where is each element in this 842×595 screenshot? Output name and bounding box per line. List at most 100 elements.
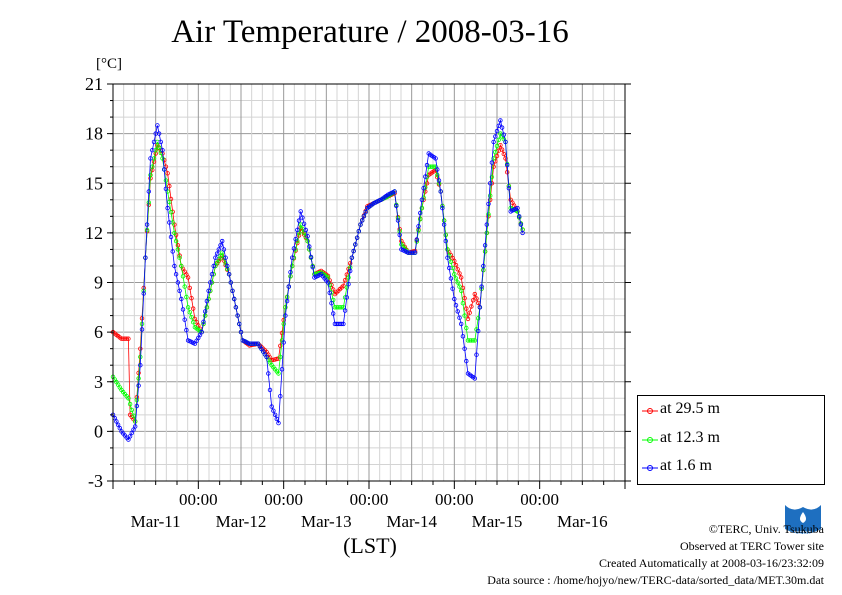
data-point bbox=[218, 253, 223, 259]
data-point bbox=[341, 283, 346, 288]
data-point bbox=[199, 329, 204, 335]
data-point bbox=[187, 310, 192, 315]
data-point bbox=[481, 263, 486, 269]
data-point bbox=[506, 185, 512, 191]
data-point bbox=[412, 250, 418, 255]
data-point bbox=[477, 305, 483, 310]
data-point bbox=[177, 288, 182, 293]
data-point bbox=[310, 265, 315, 270]
y-tick-label: -3 bbox=[88, 471, 103, 491]
data-point bbox=[185, 275, 191, 280]
data-point bbox=[424, 181, 430, 186]
data-point bbox=[150, 147, 155, 153]
data-point bbox=[266, 371, 271, 376]
data-point bbox=[520, 230, 525, 236]
data-point bbox=[441, 222, 447, 227]
data-point bbox=[189, 315, 194, 320]
data-point bbox=[435, 167, 440, 172]
data-point bbox=[411, 250, 416, 255]
data-point bbox=[117, 425, 122, 431]
data-point bbox=[274, 416, 279, 422]
data-point bbox=[225, 263, 230, 269]
data-point bbox=[274, 356, 279, 362]
data-point bbox=[127, 401, 133, 407]
data-point bbox=[488, 193, 493, 198]
data-point bbox=[172, 263, 177, 269]
data-point bbox=[208, 280, 213, 285]
data-point bbox=[156, 131, 162, 136]
data-point bbox=[209, 272, 215, 277]
data-point bbox=[126, 336, 131, 341]
data-point bbox=[127, 434, 133, 439]
data-point bbox=[264, 354, 269, 360]
data-point bbox=[486, 201, 491, 207]
data-point bbox=[141, 291, 146, 296]
data-point bbox=[276, 371, 281, 376]
x-axis: 00:00 00:00 00:00 00:00 00:00 Mar-11 Mar-12 Mar… bbox=[112, 481, 626, 531]
data-point bbox=[392, 189, 397, 194]
data-point bbox=[308, 254, 314, 260]
data-point bbox=[231, 296, 237, 302]
data-point bbox=[342, 278, 348, 283]
data-point bbox=[303, 227, 309, 233]
data-point bbox=[356, 228, 361, 234]
data-point bbox=[223, 255, 228, 260]
data-point bbox=[349, 255, 355, 260]
data-point bbox=[445, 247, 450, 252]
data-point bbox=[503, 156, 508, 161]
data-point bbox=[464, 325, 469, 331]
data-point bbox=[353, 242, 358, 247]
data-point bbox=[491, 156, 496, 161]
data-point bbox=[517, 214, 522, 219]
data-point bbox=[184, 294, 189, 300]
data-point bbox=[150, 164, 155, 169]
data-point bbox=[436, 178, 442, 183]
data-point bbox=[146, 189, 151, 194]
data-point bbox=[221, 247, 227, 252]
data-point bbox=[213, 255, 218, 260]
data-point bbox=[204, 298, 210, 304]
data-point bbox=[479, 284, 484, 289]
data-point bbox=[484, 222, 489, 227]
data-point bbox=[496, 137, 501, 142]
data-point bbox=[148, 156, 153, 161]
data-point bbox=[272, 412, 278, 417]
data-point bbox=[281, 321, 286, 327]
series-line bbox=[112, 118, 523, 441]
data-point bbox=[175, 280, 181, 285]
data-point bbox=[305, 233, 310, 239]
data-point bbox=[165, 205, 170, 211]
data-point bbox=[452, 296, 457, 302]
data-point bbox=[278, 394, 283, 399]
data-point bbox=[464, 358, 469, 364]
x-axis-label: (LST) bbox=[343, 533, 397, 558]
data-point bbox=[418, 210, 423, 216]
data-point bbox=[284, 298, 290, 304]
data-point bbox=[486, 212, 491, 217]
data-point bbox=[172, 230, 177, 236]
chart-title: Air Temperature / 2008-03-16 bbox=[171, 14, 569, 50]
legend-label: at 12.3 m bbox=[660, 429, 720, 446]
credit-observed: Observed at TERC Tower site bbox=[679, 539, 824, 553]
data-point bbox=[305, 238, 310, 244]
data-point bbox=[163, 186, 169, 191]
data-point bbox=[160, 147, 165, 153]
data-point bbox=[279, 330, 285, 336]
data-point bbox=[296, 218, 302, 223]
data-point bbox=[470, 338, 476, 343]
data-point bbox=[278, 343, 283, 348]
data-point bbox=[192, 316, 198, 322]
data-point bbox=[281, 340, 286, 345]
data-point bbox=[342, 308, 348, 313]
y-tick-label: 15 bbox=[85, 173, 103, 193]
series-2 bbox=[110, 118, 525, 442]
x-day-label: Mar-15 bbox=[472, 512, 523, 531]
data-point bbox=[493, 149, 498, 155]
data-point bbox=[489, 174, 495, 180]
data-point bbox=[278, 354, 283, 360]
credit-created: Created Automatically at 2008-03-16/23:3… bbox=[599, 556, 824, 570]
data-point bbox=[254, 341, 259, 346]
data-point bbox=[156, 145, 162, 150]
series-line bbox=[112, 143, 523, 423]
data-point bbox=[499, 125, 505, 130]
